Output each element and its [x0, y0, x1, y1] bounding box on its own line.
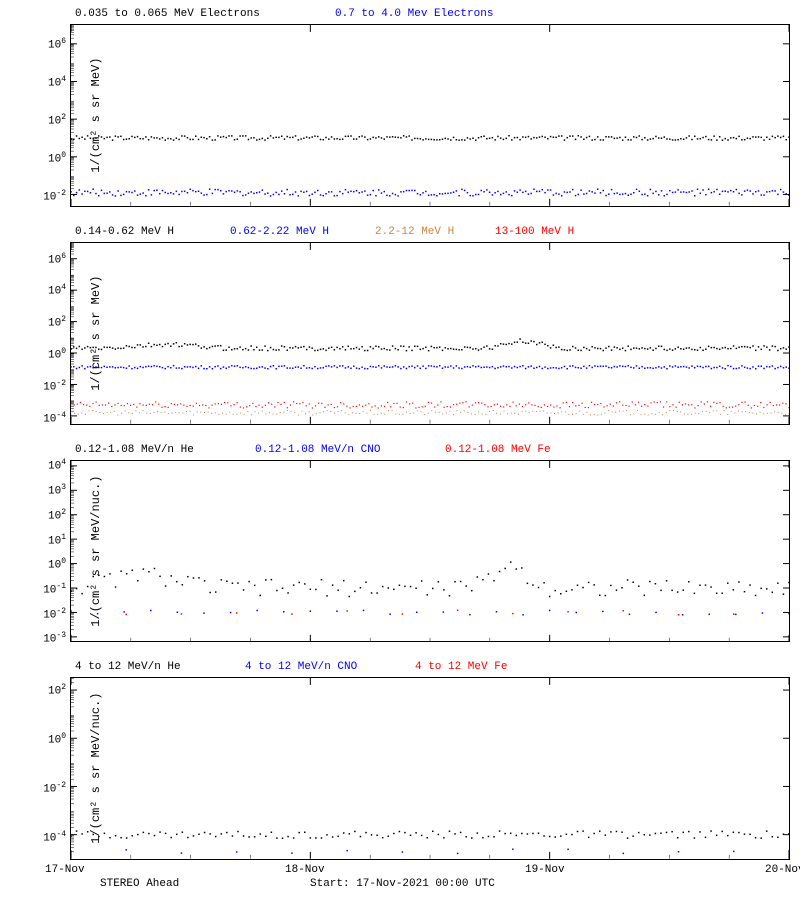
y-axis-label: 1/(cm² s sr MeV)	[5, 242, 19, 425]
y-tick-label: 102	[48, 315, 66, 330]
series	[71, 188, 789, 196]
y-tick-label: 10-4	[43, 830, 66, 845]
y-tick-label: 103	[48, 483, 66, 498]
y-tick-label: 10-1	[43, 582, 66, 597]
legend-item: 4 to 12 MeV/n He	[75, 661, 181, 673]
legend-item: 0.12-1.08 MeV/n He	[75, 444, 194, 456]
y-tick-label: 10-2	[43, 607, 66, 622]
series	[71, 410, 789, 416]
legend-item: 2.2-12 MeV H	[375, 226, 454, 238]
y-tick-label: 104	[48, 75, 66, 90]
y-tick-label: 100	[48, 347, 66, 362]
y-tick-label: 106	[48, 37, 66, 52]
x-tick-label: 17-Nov	[45, 864, 105, 876]
legend-item: 0.7 to 4.0 Mev Electrons	[335, 8, 493, 20]
y-tick-label: 10-4	[43, 411, 66, 426]
legend-item: 4 to 12 MeV Fe	[415, 661, 507, 673]
y-tick-label: 104	[48, 283, 66, 298]
legend-item: 0.62-2.22 MeV H	[230, 226, 329, 238]
footer-center: Start: 17-Nov-2021 00:00 UTC	[310, 878, 495, 890]
y-tick-label: 10-3	[43, 631, 66, 646]
x-tick-label: 19-Nov	[525, 864, 585, 876]
y-tick-label: 106	[48, 252, 66, 267]
y-axis-label: 1/(cm² s sr MeV)	[5, 24, 19, 207]
y-tick-label: 100	[48, 151, 66, 166]
y-axis-label: 1/(cm² s sr MeV/nuc.)	[5, 460, 19, 643]
y-tick-label: 100	[48, 732, 66, 747]
legend-item: 4 to 12 MeV/n CNO	[245, 661, 357, 673]
chart-container: 1/(cm² s sr MeV) 10-2 100 102 104 106 0.035 to…	[0, 0, 800, 900]
y-tick-label: 102	[48, 508, 66, 523]
y-tick-label: 10-2	[43, 189, 66, 204]
legend-item: 0.035 to 0.065 MeV Electrons	[75, 8, 260, 20]
footer-left: STEREO Ahead	[100, 878, 179, 890]
legend-item: 0.14-0.62 MeV H	[75, 226, 174, 238]
x-tick-label: 18-Nov	[285, 864, 345, 876]
legend-item: 0.12-1.08 MeV/n CNO	[255, 444, 380, 456]
x-tick-label: 20-Nov	[765, 864, 800, 876]
y-axis-label: 1/(cm² s sr MeV/nuc.)	[5, 677, 19, 860]
y-tick-label: 102	[48, 113, 66, 128]
y-tick-label: 100	[48, 557, 66, 572]
y-tick-label: 10-2	[43, 379, 66, 394]
y-tick-label: 102	[48, 683, 66, 698]
y-tick-label: 101	[48, 533, 66, 548]
legend-item: 0.12-1.08 MeV Fe	[445, 444, 551, 456]
y-tick-label: 10-2	[43, 781, 66, 796]
series	[71, 401, 789, 408]
series	[71, 849, 789, 855]
legend-item: 13-100 MeV H	[495, 226, 574, 238]
y-tick-label: 104	[48, 458, 66, 473]
